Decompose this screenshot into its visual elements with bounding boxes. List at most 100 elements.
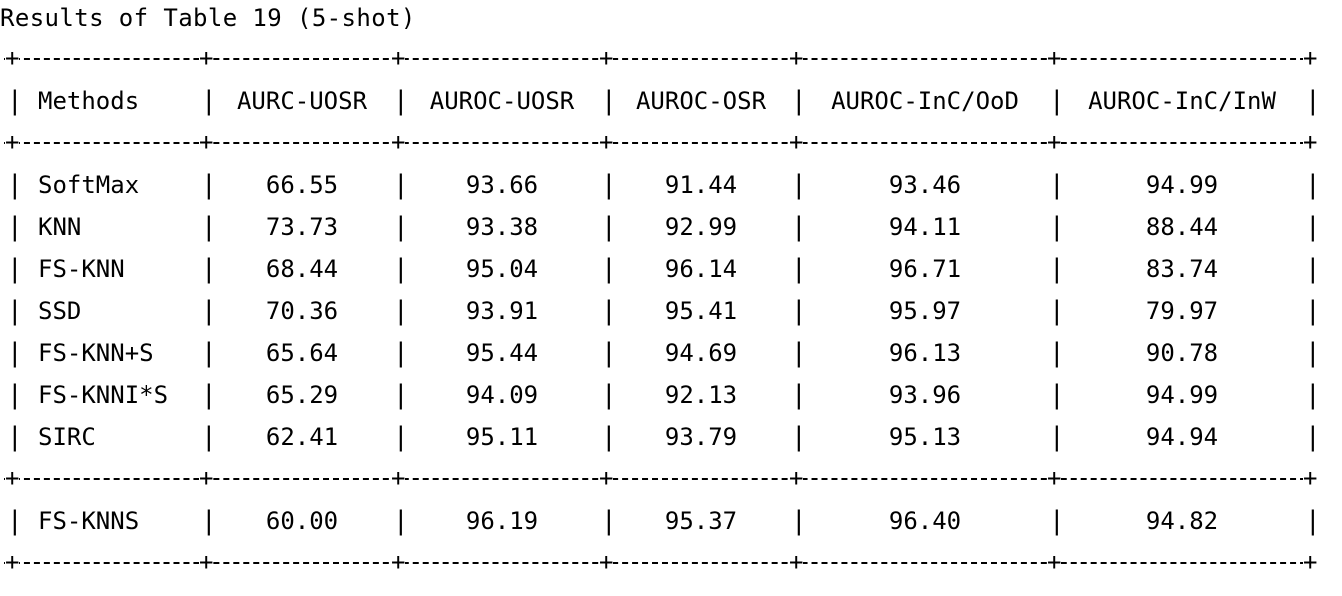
- metric-value-cell: 66.55: [265, 171, 339, 199]
- metric-value-cell: 95.13: [888, 423, 962, 451]
- metric-value-cell: 65.64: [265, 339, 339, 367]
- separator-line: [4, 142, 1316, 144]
- column-divider: |: [1305, 86, 1321, 116]
- separator-line: [4, 562, 1316, 564]
- method-name-cell: KNN: [38, 213, 82, 241]
- column-divider: |: [7, 506, 23, 536]
- column-divider: |: [7, 422, 23, 452]
- table-separator: + + + + + + +: [0, 122, 1342, 164]
- separator-joint: +: [1303, 464, 1318, 492]
- column-header: AUROC-InC/InW: [1088, 87, 1276, 115]
- column-divider: |: [393, 254, 409, 284]
- column-divider: |: [201, 170, 217, 200]
- column-divider: |: [393, 338, 409, 368]
- table-header-row: | | | | | | | Methods AURC-UOSR AUROC-UOSR AUROC-O…: [0, 80, 1342, 122]
- column-divider: |: [601, 86, 617, 116]
- metric-value-cell: 94.11: [888, 213, 962, 241]
- separator-joint: +: [391, 464, 406, 492]
- metric-value-cell: 65.29: [265, 381, 339, 409]
- column-divider: |: [791, 170, 807, 200]
- column-divider: |: [7, 170, 23, 200]
- separator-joint: +: [391, 548, 406, 576]
- separator-line: [4, 478, 1316, 480]
- table-separator: + + + + + + +: [0, 458, 1342, 500]
- metric-value-cell: 79.97: [1145, 297, 1219, 325]
- metric-value-cell: 73.73: [265, 213, 339, 241]
- separator-joint: +: [5, 44, 20, 72]
- metric-value-cell: 83.74: [1145, 255, 1219, 283]
- table-row: | | | | | | | KNN 73.73 93.38 92.99 94.11 88.44: [0, 206, 1342, 248]
- separator-joint: +: [5, 128, 20, 156]
- column-divider: |: [1049, 296, 1065, 326]
- separator-joint: +: [199, 128, 214, 156]
- column-divider: |: [1305, 170, 1321, 200]
- method-name-cell: SSD: [38, 297, 82, 325]
- metric-value-cell: 95.37: [664, 507, 738, 535]
- column-divider: |: [393, 380, 409, 410]
- separator-joint: +: [599, 128, 614, 156]
- metric-value-cell: 92.99: [664, 213, 738, 241]
- separator-joint: +: [1303, 44, 1318, 72]
- table-row: | | | | | | | FS-KNN+S 65.64 95.44 94.69 96.13 90.78: [0, 332, 1342, 374]
- table-row: | | | | | | | FS-KNNI*S 65.29 94.09 92.13 93.96 94.9…: [0, 374, 1342, 416]
- column-divider: |: [1049, 170, 1065, 200]
- separator-joint: +: [1047, 128, 1062, 156]
- page-title: Results of Table 19 (5-shot): [0, 4, 416, 32]
- column-divider: |: [791, 254, 807, 284]
- separator-joint: +: [1303, 128, 1318, 156]
- metric-value-cell: 96.13: [888, 339, 962, 367]
- column-divider: |: [791, 296, 807, 326]
- metric-value-cell: 93.38: [465, 213, 539, 241]
- separator-joint: +: [5, 464, 20, 492]
- column-divider: |: [1049, 422, 1065, 452]
- column-divider: |: [601, 506, 617, 536]
- separator-joint: +: [5, 548, 20, 576]
- column-divider: |: [601, 254, 617, 284]
- method-name-cell: FS-KNNI*S: [38, 381, 169, 409]
- metric-value-cell: 93.91: [465, 297, 539, 325]
- column-divider: |: [393, 422, 409, 452]
- metric-value-cell: 94.82: [1145, 507, 1219, 535]
- column-divider: |: [1305, 212, 1321, 242]
- metric-value-cell: 96.71: [888, 255, 962, 283]
- metric-value-cell: 92.13: [664, 381, 738, 409]
- separator-joint: +: [199, 464, 214, 492]
- separator-joint: +: [199, 44, 214, 72]
- column-divider: |: [791, 422, 807, 452]
- column-divider: |: [1305, 506, 1321, 536]
- metric-value-cell: 95.41: [664, 297, 738, 325]
- separator-joint: +: [391, 128, 406, 156]
- column-divider: |: [601, 212, 617, 242]
- metric-value-cell: 96.19: [465, 507, 539, 535]
- column-divider: |: [791, 338, 807, 368]
- table-row: | | | | | | | SoftMax 66.55 93.66 91.44 93.46 94.99: [0, 164, 1342, 206]
- separator-joint: +: [1047, 548, 1062, 576]
- table-row: | | | | | | | FS-KNNS 60.00 96.19 95.37 96.40 94.82: [0, 500, 1342, 542]
- metric-value-cell: 90.78: [1145, 339, 1219, 367]
- column-divider: |: [601, 422, 617, 452]
- metric-value-cell: 60.00: [265, 507, 339, 535]
- column-divider: |: [7, 338, 23, 368]
- column-divider: |: [1305, 254, 1321, 284]
- separator-joint: +: [1047, 44, 1062, 72]
- column-divider: |: [1049, 338, 1065, 368]
- metric-value-cell: 62.41: [265, 423, 339, 451]
- metric-value-cell: 94.69: [664, 339, 738, 367]
- column-divider: |: [1049, 380, 1065, 410]
- metric-value-cell: 95.44: [465, 339, 539, 367]
- column-divider: |: [1305, 338, 1321, 368]
- metric-value-cell: 68.44: [265, 255, 339, 283]
- column-divider: |: [201, 506, 217, 536]
- column-header: AUROC-InC/OoD: [831, 87, 1019, 115]
- column-divider: |: [393, 296, 409, 326]
- column-divider: |: [201, 254, 217, 284]
- separator-joint: +: [1303, 548, 1318, 576]
- column-divider: |: [201, 338, 217, 368]
- metric-value-cell: 95.11: [465, 423, 539, 451]
- table-row: | | | | | | | SSD 70.36 93.91 95.41 95.97 79.97: [0, 290, 1342, 332]
- column-divider: |: [1049, 86, 1065, 116]
- table-separator: + + + + + + +: [0, 542, 1342, 584]
- column-divider: |: [601, 170, 617, 200]
- metric-value-cell: 94.09: [465, 381, 539, 409]
- column-divider: |: [791, 86, 807, 116]
